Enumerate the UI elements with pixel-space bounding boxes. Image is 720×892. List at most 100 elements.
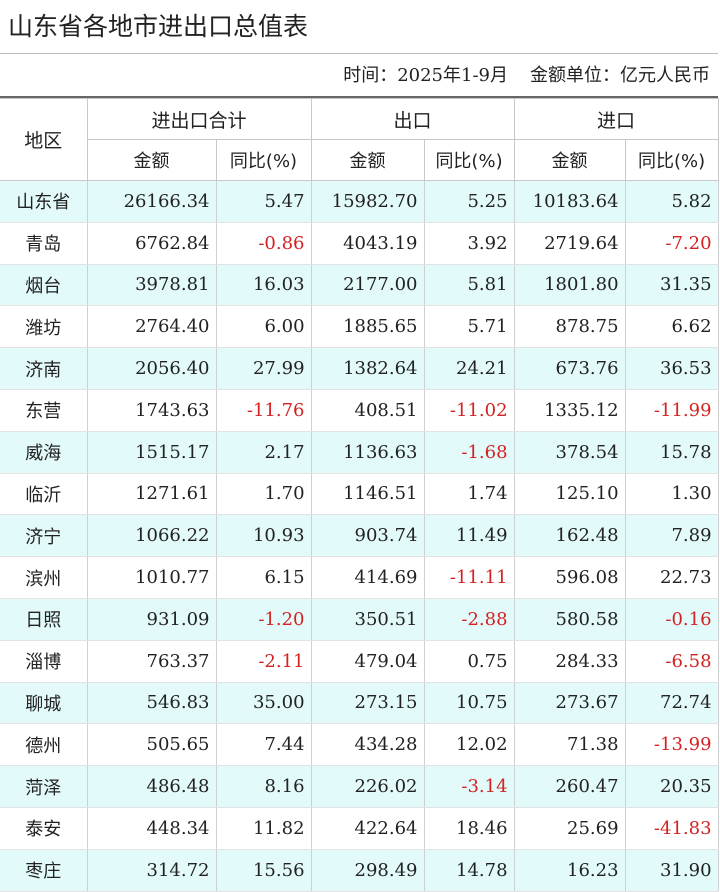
import-amount-cell: 284.33 [514, 640, 626, 683]
import-amount-cell: 16.23 [514, 849, 626, 892]
region-cell: 山东省 [0, 180, 88, 223]
export-yoy-cell: 18.46 [424, 807, 515, 850]
export-yoy-cell: -3.14 [424, 765, 515, 808]
export-amount-cell: 1885.65 [311, 305, 425, 349]
total-yoy-cell: 16.03 [216, 264, 312, 307]
export-amount-cell: 298.49 [311, 849, 425, 892]
import-amount-cell: 25.69 [514, 807, 626, 850]
import-yoy-cell: 5.82 [625, 180, 719, 223]
region-cell: 济宁 [0, 514, 88, 558]
import-amount-cell: 260.47 [514, 765, 626, 808]
import-amount-cell: 2719.64 [514, 222, 626, 265]
import-yoy-cell: 7.89 [625, 514, 719, 558]
export-amount-cell: 434.28 [311, 723, 425, 767]
import-yoy-cell: -6.58 [625, 640, 719, 683]
total-amount-cell: 2056.40 [87, 347, 217, 390]
export-amount-cell: 15982.70 [311, 180, 425, 223]
import-amount-cell: 125.10 [514, 473, 626, 516]
export-yoy-cell: 0.75 [424, 640, 515, 683]
total-amount-cell: 1743.63 [87, 389, 217, 432]
import-yoy-cell: -7.20 [625, 222, 719, 265]
total-amount-cell: 6762.84 [87, 222, 217, 265]
import-yoy-cell: -0.16 [625, 598, 719, 641]
table-row: 济南 2056.40 27.99 1382.64 24.21 673.76 36.53 [0, 347, 719, 390]
region-cell: 东营 [0, 389, 88, 432]
table-row: 东营 1743.63 -11.76 408.51 -11.02 1335.12 -11.99 [0, 389, 719, 432]
total-amount-cell: 1010.77 [87, 556, 217, 599]
region-cell: 德州 [0, 723, 88, 767]
total-amount-cell: 486.48 [87, 765, 217, 808]
table-row: 威海 1515.17 2.17 1136.63 -1.68 378.54 15.78 [0, 431, 719, 474]
export-amount-cell: 1136.63 [311, 431, 425, 474]
group-header-import: 进口 [513, 98, 719, 140]
table-row: 青岛 6762.84 -0.86 4043.19 3.92 2719.64 -7.20 [0, 222, 719, 265]
total-yoy-cell: 8.16 [216, 765, 312, 808]
total-yoy-cell: -11.76 [216, 389, 312, 432]
total-yoy-cell: 2.17 [216, 431, 312, 474]
export-amount-cell: 273.15 [311, 682, 425, 725]
export-amount-cell: 414.69 [311, 556, 425, 599]
import-yoy-cell: 1.30 [625, 473, 719, 516]
export-yoy-header: 同比(%) [423, 139, 515, 181]
table-row: 日照 931.09 -1.20 350.51 -2.88 580.58 -0.16 [0, 598, 719, 641]
total-yoy-cell: -0.86 [216, 222, 312, 265]
import-amount-cell: 162.48 [514, 514, 626, 558]
table-row: 德州 505.65 7.44 434.28 12.02 71.38 -13.99 [0, 723, 719, 767]
total-yoy-cell: 1.70 [216, 473, 312, 516]
import-yoy-cell: 22.73 [625, 556, 719, 599]
total-amount-cell: 1515.17 [87, 431, 217, 474]
export-amount-cell: 1146.51 [311, 473, 425, 516]
export-amount-cell: 226.02 [311, 765, 425, 808]
table-row: 济宁 1066.22 10.93 903.74 11.49 162.48 7.89 [0, 514, 719, 558]
total-yoy-cell: 35.00 [216, 682, 312, 725]
total-yoy-cell: 6.00 [216, 305, 312, 349]
export-amount-cell: 903.74 [311, 514, 425, 558]
region-cell: 枣庄 [0, 849, 88, 892]
region-cell: 济南 [0, 347, 88, 390]
export-amount-cell: 4043.19 [311, 222, 425, 265]
import-yoy-cell: -13.99 [625, 723, 719, 767]
total-yoy-cell: 27.99 [216, 347, 312, 390]
region-cell: 聊城 [0, 682, 88, 725]
region-header: 地区 [0, 98, 88, 181]
import-yoy-cell: 15.78 [625, 431, 719, 474]
total-yoy-cell: 15.56 [216, 849, 312, 892]
table-row: 枣庄 314.72 15.56 298.49 14.78 16.23 31.90 [0, 849, 719, 892]
page-title: 山东省各地市进出口总值表 [0, 0, 718, 54]
amount-unit: 金额单位：亿元人民币 [530, 65, 710, 86]
export-yoy-cell: 1.74 [424, 473, 515, 516]
export-yoy-cell: 12.02 [424, 723, 515, 767]
region-cell: 淄博 [0, 640, 88, 683]
export-yoy-cell: 10.75 [424, 682, 515, 725]
total-amount-cell: 546.83 [87, 682, 217, 725]
import-amount-cell: 673.76 [514, 347, 626, 390]
region-cell: 青岛 [0, 222, 88, 265]
import-amount-cell: 1335.12 [514, 389, 626, 432]
table-row: 临沂 1271.61 1.70 1146.51 1.74 125.10 1.30 [0, 473, 719, 516]
export-yoy-cell: 11.49 [424, 514, 515, 558]
time-range: 时间：2025年1-9月 [343, 65, 508, 86]
total-amount-cell: 931.09 [87, 598, 217, 641]
export-amount-cell: 479.04 [311, 640, 425, 683]
region-cell: 烟台 [0, 264, 88, 307]
total-yoy-cell: 5.47 [216, 180, 312, 223]
export-yoy-cell: 3.92 [424, 222, 515, 265]
region-cell: 泰安 [0, 807, 88, 850]
region-cell: 临沂 [0, 473, 88, 516]
import-amount-cell: 580.58 [514, 598, 626, 641]
table-row: 泰安 448.34 11.82 422.64 18.46 25.69 -41.83 [0, 807, 719, 850]
import-yoy-cell: 6.62 [625, 305, 719, 349]
export-amount-header: 金额 [310, 139, 425, 181]
import-amount-cell: 1801.80 [514, 264, 626, 307]
table-row: 山东省 26166.34 5.47 15982.70 5.25 10183.64 5.82 [0, 180, 719, 223]
total-yoy-cell: 6.15 [216, 556, 312, 599]
total-amount-cell: 3978.81 [87, 264, 217, 307]
total-amount-cell: 505.65 [87, 723, 217, 767]
export-yoy-cell: 5.71 [424, 305, 515, 349]
table-row: 烟台 3978.81 16.03 2177.00 5.81 1801.80 31.35 [0, 264, 719, 307]
total-amount-cell: 26166.34 [87, 180, 217, 223]
export-yoy-cell: -11.11 [424, 556, 515, 599]
region-cell: 日照 [0, 598, 88, 641]
total-yoy-cell: -2.11 [216, 640, 312, 683]
export-yoy-cell: 5.81 [424, 264, 515, 307]
